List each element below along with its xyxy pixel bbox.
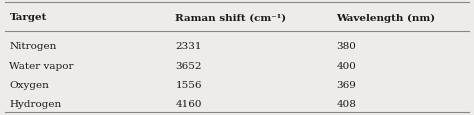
Text: Nitrogen: Nitrogen <box>9 42 57 51</box>
Text: Hydrogen: Hydrogen <box>9 99 62 108</box>
Text: 3652: 3652 <box>175 61 202 70</box>
Text: Target: Target <box>9 13 47 22</box>
Text: Water vapor: Water vapor <box>9 61 74 70</box>
Text: 2331: 2331 <box>175 42 202 51</box>
Text: 369: 369 <box>337 80 356 89</box>
Text: 408: 408 <box>337 99 356 108</box>
Text: 4160: 4160 <box>175 99 202 108</box>
Text: Raman shift (cm⁻¹): Raman shift (cm⁻¹) <box>175 13 286 22</box>
Text: Oxygen: Oxygen <box>9 80 49 89</box>
Text: Wavelength (nm): Wavelength (nm) <box>337 13 436 22</box>
Text: 1556: 1556 <box>175 80 202 89</box>
Text: 380: 380 <box>337 42 356 51</box>
Text: 400: 400 <box>337 61 356 70</box>
